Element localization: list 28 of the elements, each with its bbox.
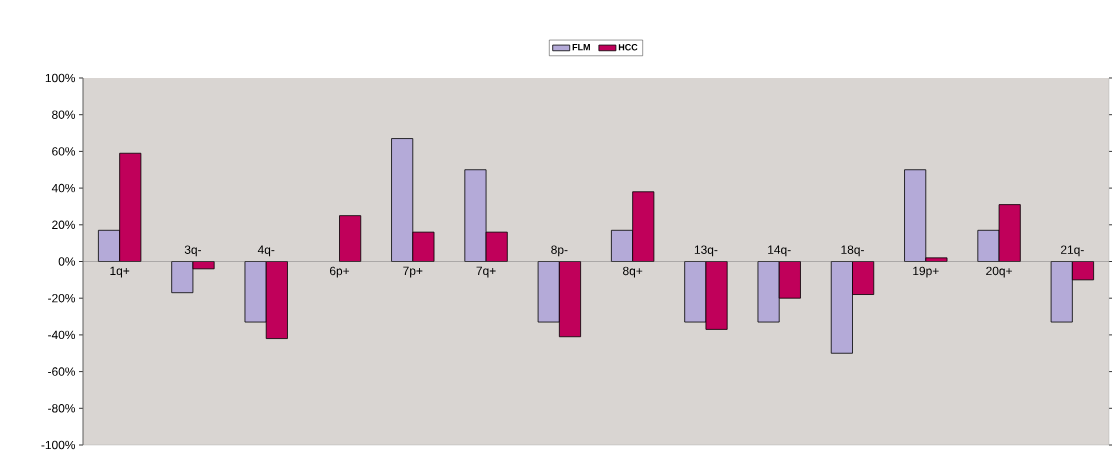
bar <box>339 215 362 262</box>
y-tick-label: 80% <box>52 110 76 119</box>
x-tick-label: 13q- <box>694 245 718 257</box>
legend-label: HCC <box>618 44 638 51</box>
x-tick-label: 14q- <box>768 245 791 257</box>
x-tick-label: 19p+ <box>913 266 939 278</box>
y-tick-label: 40% <box>51 183 76 193</box>
x-tick-label: 8q+ <box>623 266 643 278</box>
x-tick-label: 6p+ <box>329 266 350 278</box>
y-tick-label: 0% <box>58 257 76 266</box>
y-tick-label: 20% <box>52 220 76 230</box>
x-tick-label: 7p+ <box>403 266 423 278</box>
y-tick-label: 100% <box>45 73 76 83</box>
x-tick-label: 20q+ <box>986 266 1012 278</box>
y-tick-label: -100% <box>41 440 76 450</box>
x-tick-label: 3q- <box>184 245 202 257</box>
y-tick-label: -80% <box>48 404 76 413</box>
x-tick-label: 18q- <box>841 245 864 257</box>
y-tick-label: -40% <box>48 330 76 340</box>
y-tick-label: 60% <box>52 147 76 156</box>
x-tick-label: 8p- <box>551 245 568 257</box>
x-tick-label: 1q+ <box>110 266 130 278</box>
y-tick-label: -20% <box>48 293 76 303</box>
x-tick-label: 21q- <box>1060 245 1084 257</box>
x-tick-label: 4q- <box>257 245 275 257</box>
legend-label: FLM <box>572 44 590 51</box>
y-tick-label: -60% <box>48 367 76 376</box>
x-tick-label: 7q+ <box>476 266 496 278</box>
